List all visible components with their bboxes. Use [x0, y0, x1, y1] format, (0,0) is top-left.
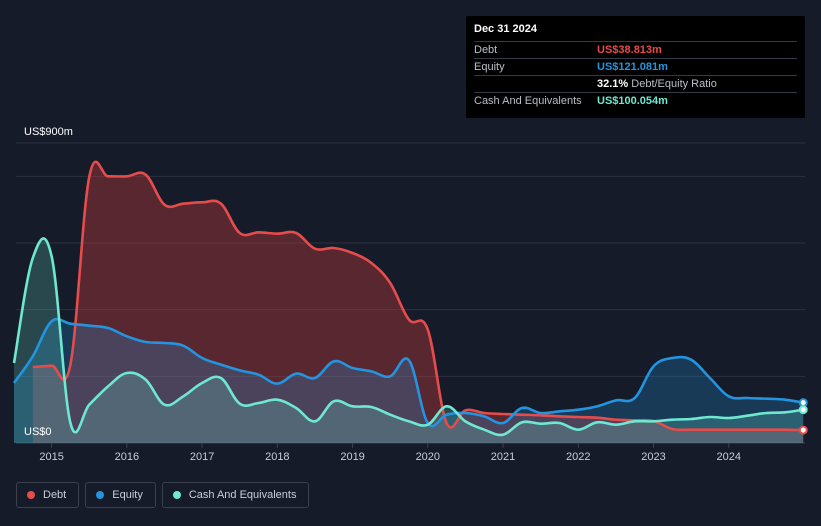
x-tick-label-2020: 2020 — [416, 451, 440, 463]
cash-dot-icon — [172, 491, 181, 499]
cash-line — [12, 237, 804, 437]
tooltip-debt-label: Debt — [474, 44, 498, 56]
equity-line — [12, 317, 804, 428]
y-axis-top-label: US$900m — [24, 126, 73, 138]
legend-equity-label: Equity — [112, 489, 143, 501]
legend-debt-label: Debt — [43, 489, 67, 501]
tooltip-cash-value: US$100.054m — [597, 95, 668, 107]
tooltip-equity-label: Equity — [474, 61, 505, 73]
equity-end-point — [798, 398, 808, 408]
cash-area — [14, 238, 804, 443]
x-axis-ticks: 2015 2016 2017 2018 2019 2020 2021 2022 2023 2024 — [39, 443, 741, 463]
debt-end-point — [798, 425, 808, 435]
tooltip-debt-value: US$38.813m — [597, 44, 662, 56]
equity-area — [14, 319, 804, 443]
legend-item-equity[interactable]: Equity — [85, 482, 156, 508]
x-tick-label-2021: 2021 — [491, 451, 515, 463]
legend-cash-label: Cash And Equivalents — [188, 489, 297, 501]
tooltip-row-ratio: 32.1% Debt/Equity Ratio — [474, 76, 797, 93]
y-axis-bottom-label: US$0 — [24, 426, 52, 438]
debt-dot-icon — [27, 491, 35, 499]
x-tick-label-2015: 2015 — [39, 451, 63, 463]
end-markers — [798, 398, 808, 435]
cash-end-point — [798, 405, 808, 415]
tooltip-equity-value: US$121.081m — [597, 61, 668, 73]
legend-item-cash[interactable]: Cash And Equivalents — [161, 482, 310, 508]
tooltip-ratio-value: 32.1% — [597, 78, 629, 90]
x-tick-label-2022: 2022 — [566, 451, 590, 463]
tooltip-row-equity: Equity US$121.081m — [474, 59, 797, 76]
legend-item-debt[interactable]: Debt — [16, 482, 80, 508]
series-lines — [12, 160, 804, 437]
x-tick-label-2017: 2017 — [190, 451, 214, 463]
tooltip-cash-label: Cash And Equivalents — [474, 95, 582, 107]
tooltip-row-debt: Debt US$38.813m — [474, 42, 797, 59]
series-areas — [14, 161, 804, 443]
debt-area — [32, 161, 804, 443]
debt-line — [32, 160, 804, 432]
chart-legend: Debt Equity Cash And Equivalents — [16, 482, 310, 508]
tooltip-ratio-label: Debt/Equity Ratio — [631, 78, 717, 90]
x-tick-label-2023: 2023 — [641, 451, 665, 463]
tooltip-row-cash: Cash And Equivalents US$100.054m — [474, 93, 797, 109]
x-tick-label-2019: 2019 — [340, 451, 364, 463]
x-tick-label-2024: 2024 — [717, 451, 741, 463]
equity-dot-icon — [96, 491, 105, 499]
x-tick-label-2018: 2018 — [265, 451, 289, 463]
tooltip-panel: Dec 31 2024 Debt US$38.813m Equity US$12… — [466, 16, 805, 118]
x-tick-label-2016: 2016 — [115, 451, 139, 463]
tooltip-date: Dec 31 2024 — [474, 23, 797, 42]
